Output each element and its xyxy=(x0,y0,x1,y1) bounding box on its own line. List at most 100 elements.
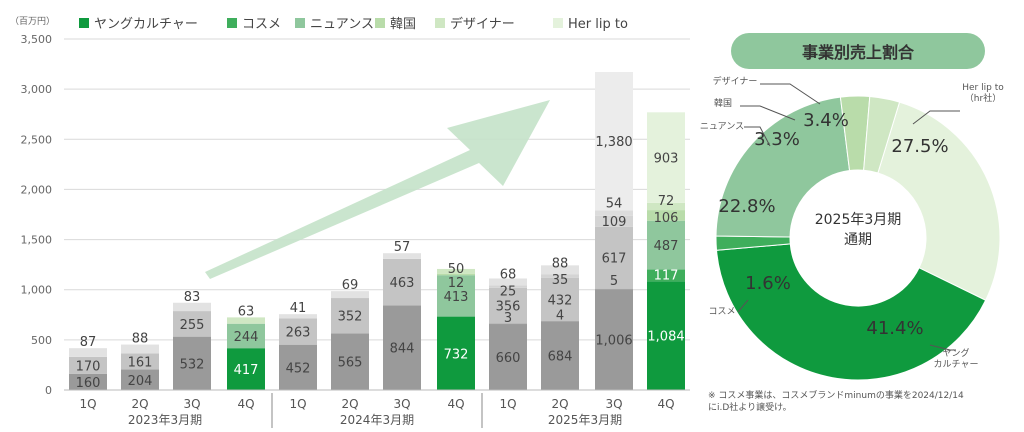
y-tick-label: 2,000 xyxy=(21,183,53,196)
pie-category-label: Her lip to xyxy=(962,83,1004,93)
bar-value-label: 106 xyxy=(654,211,679,226)
bar-value-label: 5 xyxy=(610,274,618,289)
bar-value-label: 87 xyxy=(80,335,97,350)
bar-segment xyxy=(541,321,579,390)
bar-segment xyxy=(173,336,211,390)
x-tick-label: 2Q xyxy=(131,397,148,411)
bar-value-label: 432 xyxy=(548,293,573,308)
pie-category-label: 韓国 xyxy=(714,98,732,109)
bar-value-label: 83 xyxy=(184,290,201,305)
bar-segment xyxy=(489,278,527,286)
y-tick-label: 500 xyxy=(31,334,52,347)
x-tick-label: 4Q xyxy=(447,397,464,411)
bar-segment xyxy=(595,226,633,289)
y-tick-label: 3,500 xyxy=(21,33,53,46)
bar-segment xyxy=(383,253,421,259)
bar-value-label: 25 xyxy=(500,284,517,299)
y-tick-label: 1,500 xyxy=(21,234,53,247)
bar-value-label: 255 xyxy=(180,318,205,333)
leader-line xyxy=(912,110,960,125)
bar-segment xyxy=(383,258,421,306)
pie-percent-label: 27.5% xyxy=(891,136,948,157)
bar-value-label: 732 xyxy=(444,347,469,362)
bar-segment xyxy=(383,305,421,390)
legend-swatch xyxy=(435,18,445,28)
bar-segment xyxy=(279,314,317,319)
legend-swatch xyxy=(553,18,563,28)
pie-category-label: デザイナー xyxy=(713,75,758,87)
pie-percent-label: 3.4% xyxy=(803,110,849,131)
bar-value-label: 452 xyxy=(286,361,311,376)
pie-slice xyxy=(715,96,851,238)
legend-swatch xyxy=(227,18,237,28)
bar-value-label: 57 xyxy=(394,240,411,255)
bar-value-label: 352 xyxy=(338,310,363,325)
bar-segment xyxy=(227,348,265,390)
bar-value-label: 660 xyxy=(496,351,521,366)
bar-value-label: 160 xyxy=(76,376,101,391)
legend-label: 韓国 xyxy=(390,17,416,32)
bar-segment xyxy=(227,323,265,349)
bar-value-label: 684 xyxy=(548,350,573,365)
legend-label: コスメ xyxy=(242,17,281,32)
bar-value-label: 244 xyxy=(234,330,259,345)
bar-segment xyxy=(489,323,527,325)
bar-segment xyxy=(227,317,265,324)
footnote-line: にi.D社より譲受け。 xyxy=(708,401,792,413)
legend-swatch xyxy=(375,18,385,28)
bar-value-label: 12 xyxy=(448,276,465,291)
bar-value-label: 35 xyxy=(552,273,569,288)
bar-value-label: 356 xyxy=(496,300,521,315)
growth-arrow xyxy=(205,100,550,279)
bar-segment xyxy=(173,311,211,337)
leader-line xyxy=(760,83,821,105)
pie-category-label: ニュアンス xyxy=(700,122,744,132)
bar-segment xyxy=(279,344,317,390)
bar-value-label: 565 xyxy=(338,356,363,371)
bar-value-label: 844 xyxy=(390,342,415,357)
bar-segment xyxy=(595,289,633,390)
bar-segment xyxy=(647,210,685,221)
bar-value-label: 88 xyxy=(132,332,149,347)
bar-value-label: 117 xyxy=(654,269,679,284)
pie-slice xyxy=(863,95,901,174)
x-tick-label: 3Q xyxy=(605,397,622,411)
bar-value-label: 532 xyxy=(180,357,205,372)
bar-segment xyxy=(595,71,633,211)
bar-value-label: 69 xyxy=(342,278,359,293)
bar-segment xyxy=(541,277,579,322)
bar-segment xyxy=(595,210,633,216)
x-tick-label: 3Q xyxy=(393,397,410,411)
bar-segment xyxy=(647,220,685,270)
bar-segment xyxy=(173,302,211,312)
y-axis-unit: （百万円） xyxy=(10,16,55,27)
bar-value-label: 54 xyxy=(606,196,623,211)
bar-segment xyxy=(437,316,475,390)
pie-center-label: 通期 xyxy=(844,232,872,248)
x-tick-label: 1Q xyxy=(499,397,516,411)
bar-value-label: 263 xyxy=(286,325,311,340)
footnote-line: ※ コスメ事業は、コスメブランドminumの事業を2024/12/14 xyxy=(708,389,964,401)
y-tick-label: 0 xyxy=(45,384,52,397)
legend-swatch xyxy=(295,18,305,28)
bar-segment xyxy=(331,298,369,334)
legend-swatch xyxy=(79,18,89,28)
leader-line xyxy=(929,344,956,351)
legend-label: Her lip to xyxy=(568,17,628,32)
bar-segment xyxy=(121,369,159,390)
bar-segment xyxy=(541,321,579,322)
bar-value-label: 204 xyxy=(128,374,153,389)
pie-percent-label: 1.6% xyxy=(745,273,791,294)
leader-line xyxy=(737,299,749,313)
bar-segment xyxy=(437,273,475,276)
fiscal-year-label: 2025年3月期 xyxy=(548,413,622,427)
pie-slice xyxy=(715,243,987,381)
bar-segment xyxy=(489,287,527,324)
bar-value-label: 1,380 xyxy=(595,135,632,150)
bar-segment xyxy=(647,281,685,390)
x-tick-label: 2Q xyxy=(551,397,568,411)
bar-value-label: 1,006 xyxy=(595,334,632,349)
x-tick-label: 4Q xyxy=(237,397,254,411)
pie-center-label: 2025年3月期 xyxy=(815,212,902,228)
bar-value-label: 68 xyxy=(500,267,517,282)
